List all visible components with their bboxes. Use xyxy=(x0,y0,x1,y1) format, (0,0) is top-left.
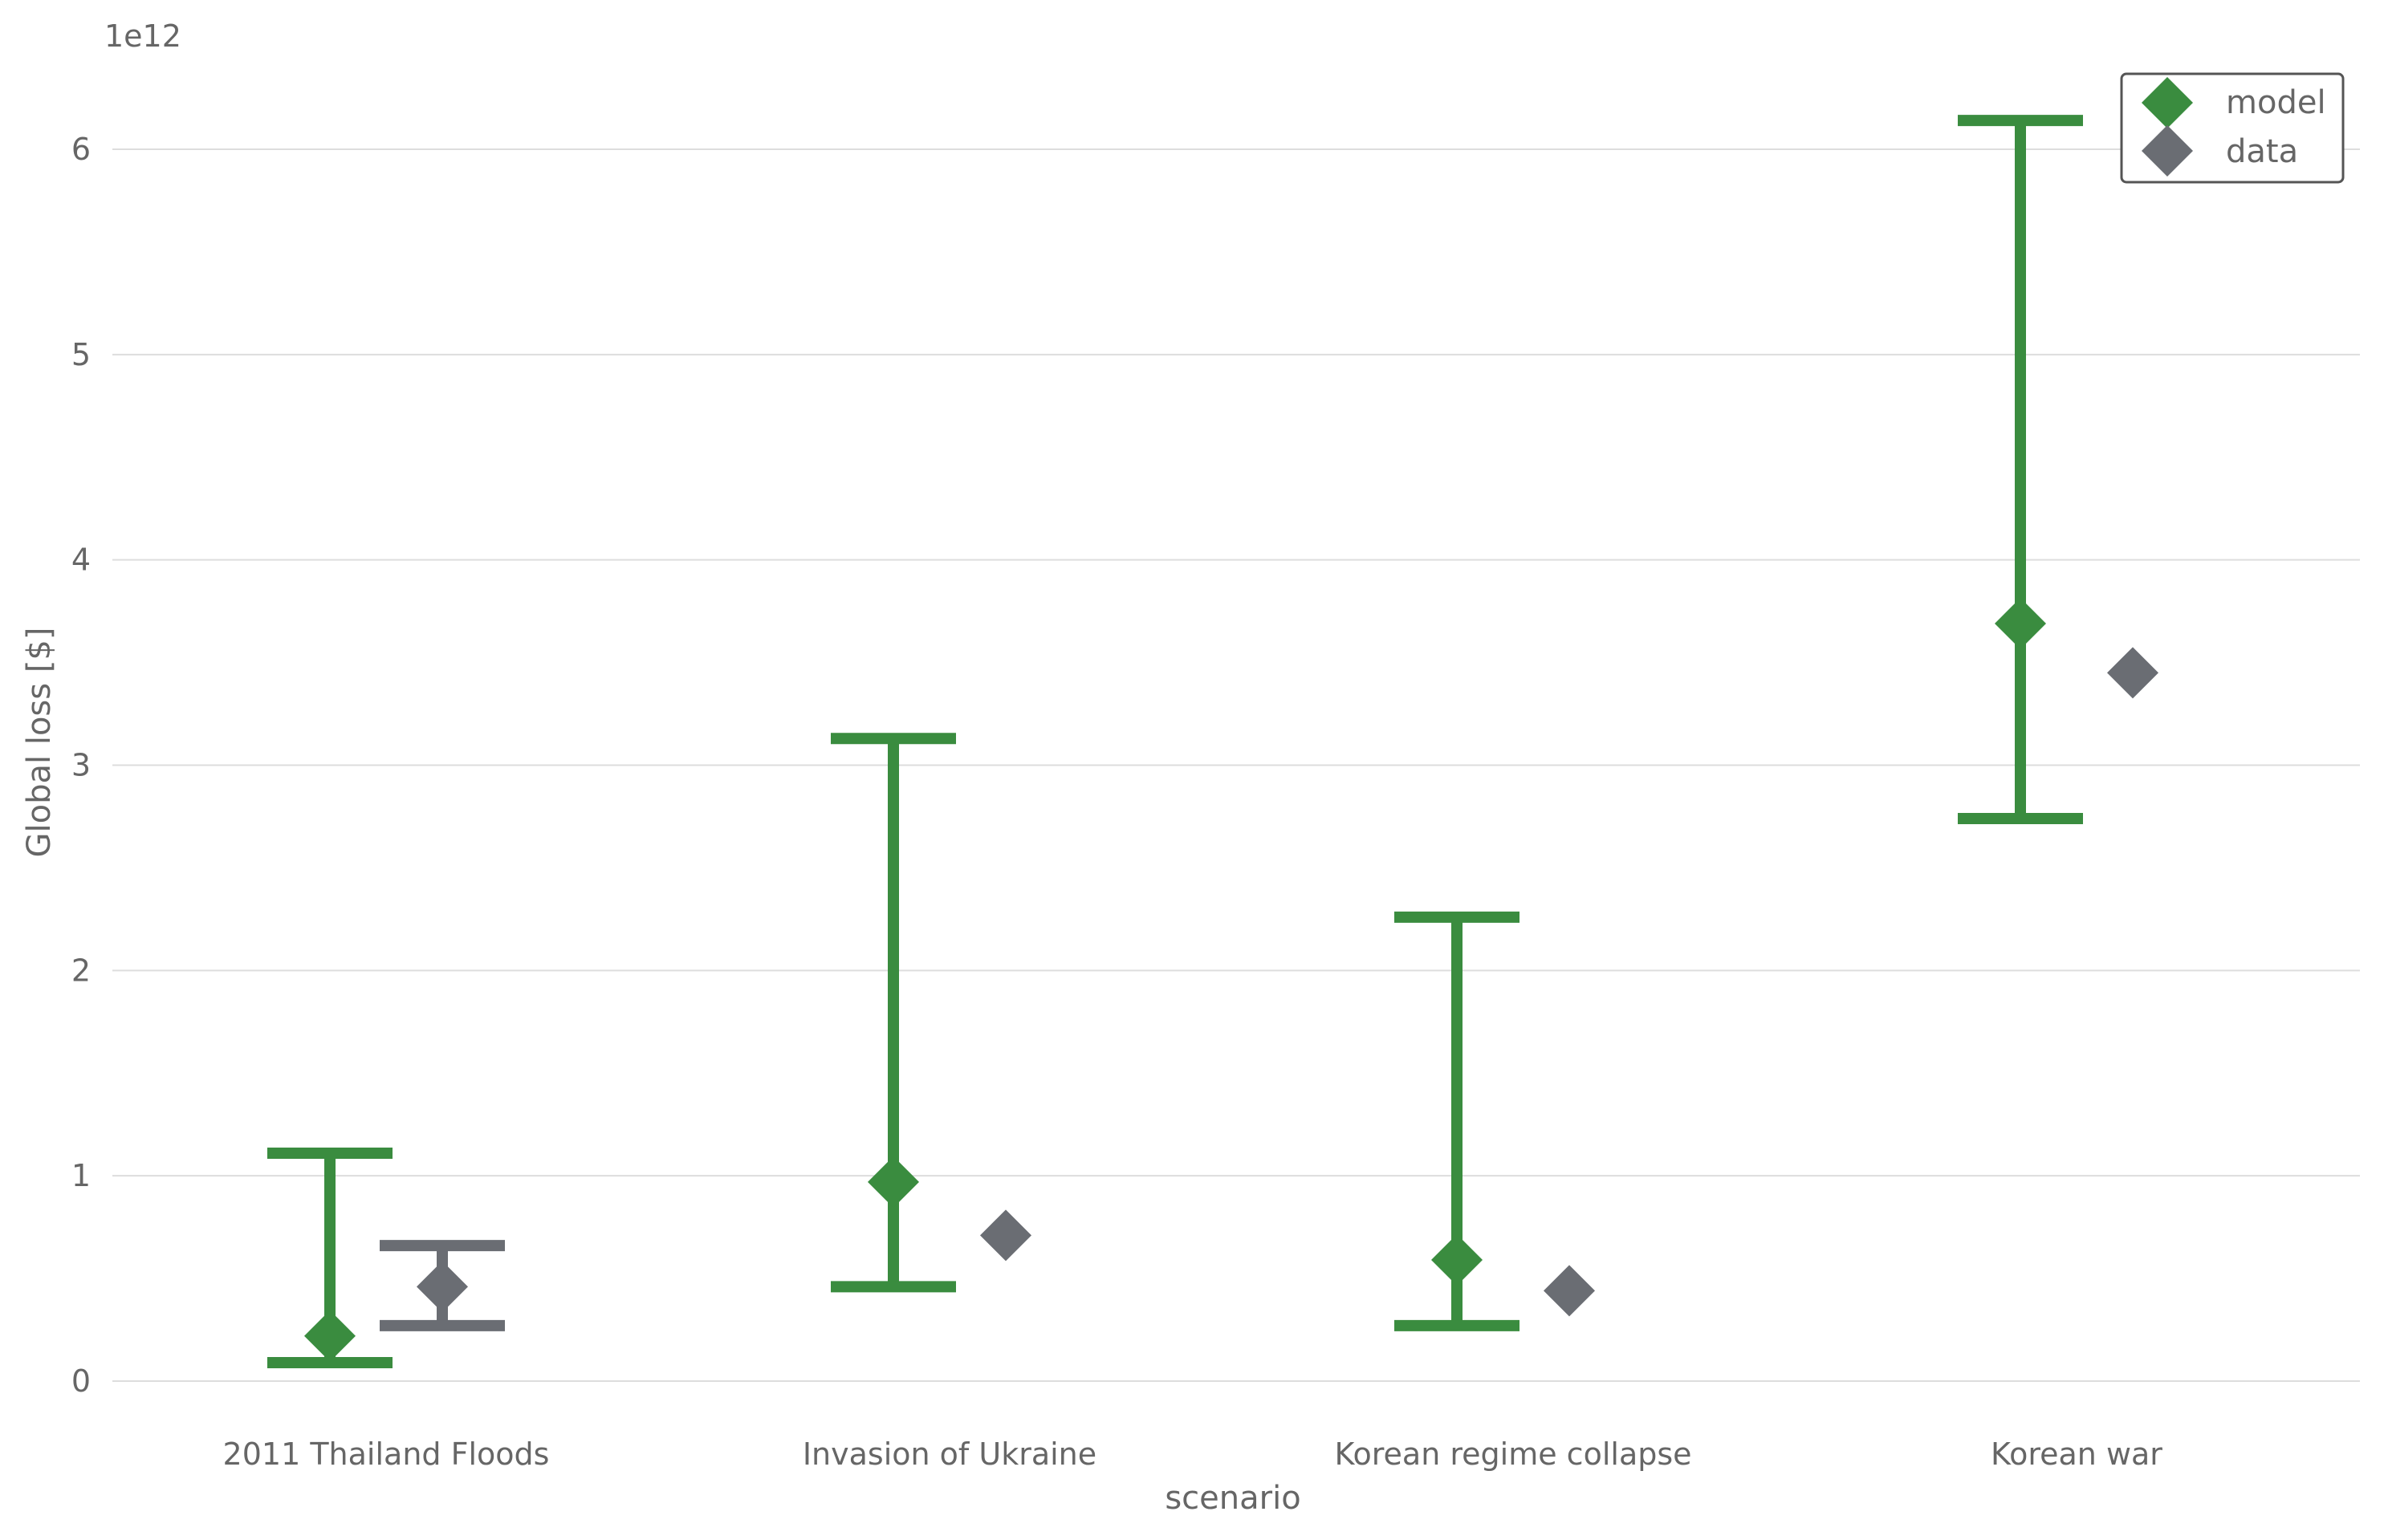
y-tick-label-4: 4 xyxy=(71,542,91,578)
y-tick-labels: 0 1 2 3 4 5 6 xyxy=(71,132,91,1399)
grid-layer xyxy=(112,148,2360,1382)
y-tick-label-1: 1 xyxy=(71,1158,91,1193)
marker-model-2 xyxy=(1431,1234,1483,1286)
x-tick-label-0: 2011 Thailand Floods xyxy=(223,1436,550,1472)
y-tick-label-6: 6 xyxy=(71,132,91,167)
marker-model-1 xyxy=(868,1156,919,1208)
legend-marker-model xyxy=(2142,77,2193,128)
y-offset-label: 1e12 xyxy=(104,18,181,54)
y-tick-label-2: 2 xyxy=(71,953,91,988)
x-tick-label-1: Invasion of Ukraine xyxy=(803,1436,1096,1472)
y-tick-label-3: 3 xyxy=(71,748,91,783)
y-axis-label: Global loss [$] xyxy=(21,628,58,858)
legend-label-model: model xyxy=(2226,84,2326,121)
series-layer xyxy=(267,115,2158,1368)
x-tick-label-3: Korean war xyxy=(1991,1436,2162,1472)
marker-model-0 xyxy=(304,1310,356,1362)
legend: model data xyxy=(2120,72,2345,184)
marker-model-3 xyxy=(1995,597,2046,649)
errorbar-model-3 xyxy=(1958,115,2083,825)
x-tick-label-2: Korean regime collapse xyxy=(1334,1436,1691,1472)
marker-data-2 xyxy=(1544,1265,1595,1317)
marker-data-3 xyxy=(2107,647,2158,699)
x-axis-label: scenario xyxy=(1165,1480,1300,1517)
y-tick-label-5: 5 xyxy=(71,337,91,372)
x-tick-labels: 2011 Thailand Floods Invasion of Ukraine K… xyxy=(223,1436,2163,1472)
legend-marker-data xyxy=(2142,125,2193,177)
y-tick-label-0: 0 xyxy=(71,1363,91,1399)
marker-data-1 xyxy=(980,1209,1031,1262)
legend-label-data: data xyxy=(2226,133,2298,170)
marker-data-0 xyxy=(417,1261,468,1313)
